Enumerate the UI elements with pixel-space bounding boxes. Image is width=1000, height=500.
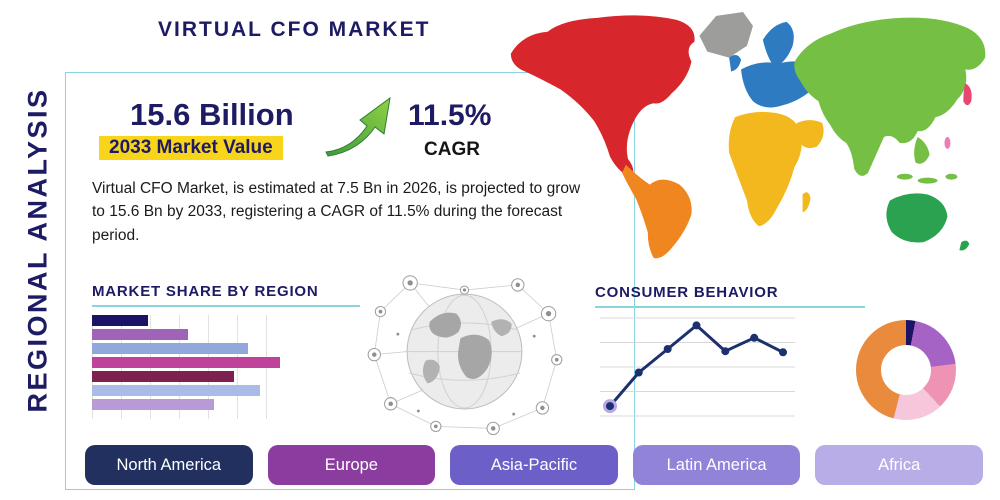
market-value-caption: 2033 Market Value xyxy=(99,136,283,160)
region-madagascar xyxy=(802,192,811,213)
region-scandinavia xyxy=(762,21,794,68)
bar-1 xyxy=(92,329,188,340)
side-label-regional-analysis: REGIONAL ANALYSIS xyxy=(22,87,53,413)
market-description: Virtual CFO Market, is estimated at 7.5 … xyxy=(92,180,581,244)
section-title-market-share: MARKET SHARE BY REGION xyxy=(92,283,319,300)
bar-6 xyxy=(92,399,214,410)
page-title: VIRTUAL CFO MARKET xyxy=(158,18,431,41)
bar-3 xyxy=(92,357,280,368)
continent-africa xyxy=(728,111,802,227)
region-indonesia xyxy=(896,173,958,184)
region-japan xyxy=(963,83,972,106)
donut-chart xyxy=(856,320,956,420)
cagr-value: 11.5% xyxy=(408,99,492,132)
continent-asia xyxy=(794,17,986,176)
region-arabia xyxy=(796,120,824,149)
region-button-europe[interactable]: Europe xyxy=(267,445,436,485)
region-button-north-america[interactable]: North America xyxy=(85,445,253,485)
bar-4 xyxy=(92,371,234,382)
world-map-graphic xyxy=(510,11,986,259)
donut-hole xyxy=(881,345,931,395)
region-philippines xyxy=(944,136,951,149)
content-panel xyxy=(65,72,635,490)
bar-2 xyxy=(92,343,248,354)
continent-australia xyxy=(886,193,948,243)
region-uk xyxy=(729,55,742,72)
market-value: 15.6 Billion xyxy=(130,97,294,132)
globe-network-icon xyxy=(367,275,563,436)
section-title-consumer-behavior: CONSUMER BEHAVIOR xyxy=(595,284,779,301)
region-new-zealand xyxy=(959,240,970,251)
growth-arrow-icon xyxy=(325,96,391,157)
cagr-label: CAGR xyxy=(424,139,480,160)
region-button-latin-america[interactable]: Latin America xyxy=(632,445,801,485)
region-greenland xyxy=(699,11,753,58)
bar-5 xyxy=(92,385,260,396)
section-divider-consumer-behavior xyxy=(595,306,865,308)
region-button-africa[interactable]: Africa xyxy=(815,445,983,485)
region-button-asia-pacific[interactable]: Asia-Pacific xyxy=(450,445,618,485)
bar-0 xyxy=(92,315,148,326)
continent-north-america xyxy=(510,15,695,177)
continent-south-america xyxy=(621,164,692,259)
region-button-row: North America Europe Asia-Pacific Latin … xyxy=(85,445,983,485)
section-divider-market-share xyxy=(92,305,360,307)
region-indochina xyxy=(914,136,930,164)
consumer-behavior-line-chart xyxy=(600,317,795,417)
market-share-bar-chart xyxy=(92,315,292,419)
